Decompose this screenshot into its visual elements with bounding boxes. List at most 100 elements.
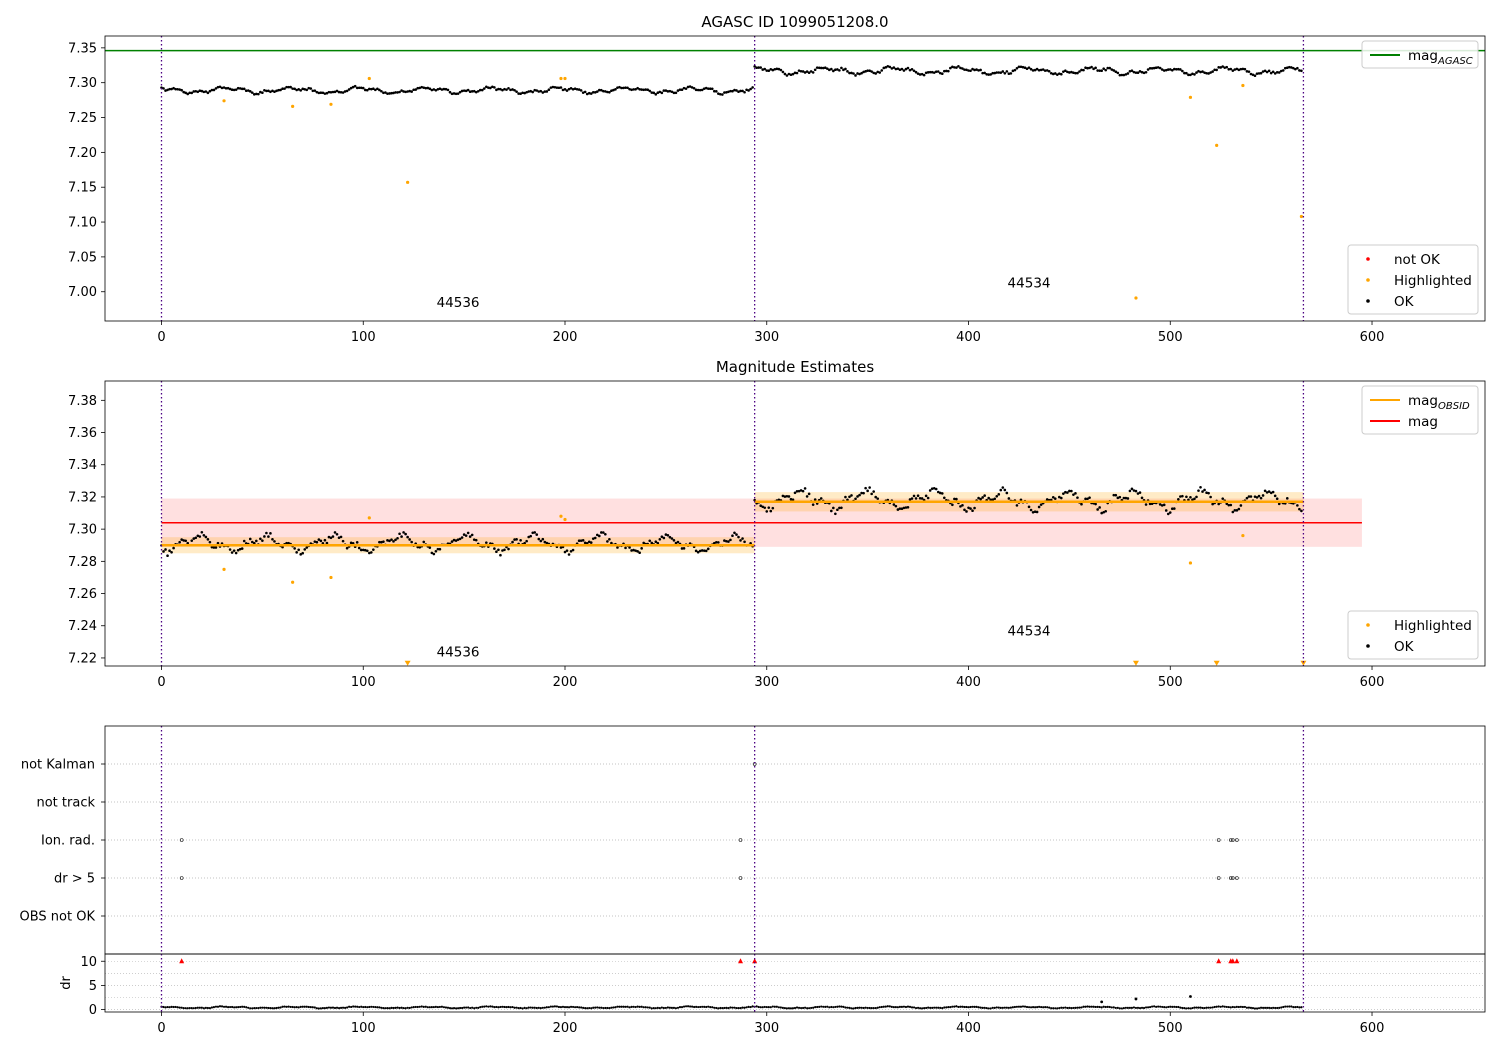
dr-point xyxy=(1088,1005,1091,1008)
x-tick-label: 200 xyxy=(553,330,578,345)
dr-point xyxy=(547,1006,550,1009)
ok-point xyxy=(896,508,900,511)
ok-point xyxy=(1045,69,1049,72)
ok-point xyxy=(519,92,522,95)
dr-point xyxy=(1282,1005,1285,1009)
ok-point xyxy=(1134,489,1138,493)
ok-point xyxy=(1225,65,1229,69)
ok-point xyxy=(416,86,420,90)
ok-point xyxy=(164,548,167,551)
ok-point xyxy=(1235,67,1239,71)
dr-point xyxy=(1140,1006,1144,1009)
ok-point xyxy=(795,71,799,75)
dr-capped-marker xyxy=(1230,958,1236,964)
x-tick-label: 100 xyxy=(351,675,376,690)
ok-point xyxy=(733,531,736,535)
x-tick-label: 500 xyxy=(1158,1021,1183,1036)
highlighted-point xyxy=(367,76,371,81)
dr-point xyxy=(1296,1005,1299,1009)
ok-point xyxy=(648,539,652,543)
ok-point xyxy=(444,87,448,91)
dr-point xyxy=(341,1006,345,1009)
ok-point xyxy=(529,534,533,538)
dr-point xyxy=(967,1006,970,1009)
ok-point xyxy=(228,87,232,91)
ok-point xyxy=(170,550,173,554)
ok-point xyxy=(255,539,258,543)
y-tick-label: 7.38 xyxy=(68,394,97,409)
flag-row-label: Ion. rad. xyxy=(41,834,95,849)
dr-point xyxy=(1013,1005,1017,1009)
ok-point xyxy=(1039,68,1043,72)
ok-point xyxy=(470,533,474,537)
dr-point xyxy=(1098,1005,1101,1009)
dr-point xyxy=(194,1006,197,1010)
ok-point xyxy=(904,506,908,509)
dr-point xyxy=(854,1006,857,1010)
dr-point xyxy=(1249,1006,1253,1009)
dr-point xyxy=(680,1005,684,1009)
ok-point xyxy=(729,89,732,93)
ok-point xyxy=(555,86,559,89)
legend-label: Highlighted xyxy=(1394,618,1472,634)
dr-point xyxy=(840,1005,843,1008)
ok-point xyxy=(1233,68,1237,71)
dr-point xyxy=(360,1005,363,1008)
ok-point xyxy=(509,88,512,92)
dr-point xyxy=(652,1007,655,1010)
ok-point xyxy=(864,70,867,73)
ok-point xyxy=(630,88,633,92)
ok-point xyxy=(840,66,843,70)
ok-point xyxy=(680,547,684,550)
dr-point xyxy=(682,1005,686,1008)
ok-point xyxy=(1037,505,1041,509)
ok-point xyxy=(1098,69,1101,72)
dr-point xyxy=(188,1006,191,1010)
dr-point xyxy=(838,1005,841,1008)
dr-point xyxy=(458,1006,462,1010)
highlighted-point xyxy=(222,567,226,571)
ok-point xyxy=(329,536,333,540)
ok-point xyxy=(1199,70,1202,74)
offscale-marker xyxy=(1300,660,1307,666)
ok-point xyxy=(844,495,847,499)
ok-point xyxy=(1005,70,1009,73)
ok-point xyxy=(390,91,393,95)
ok-point xyxy=(785,494,789,498)
dr-point xyxy=(1023,1005,1027,1008)
ok-point xyxy=(934,487,938,491)
ok-point xyxy=(345,89,349,93)
dr-point xyxy=(438,1005,442,1009)
dr-point xyxy=(1270,1006,1273,1010)
dr-point xyxy=(640,1005,643,1008)
dr-point xyxy=(1231,1005,1234,1009)
ok-point xyxy=(501,88,504,92)
ok-point xyxy=(242,539,246,543)
ok-point xyxy=(914,497,918,500)
ok-point xyxy=(981,496,984,499)
ok-point xyxy=(472,89,476,93)
ok-point xyxy=(341,539,345,543)
ok-point xyxy=(563,88,567,91)
ok-point xyxy=(979,497,982,501)
ok-point xyxy=(694,88,698,92)
ok-point xyxy=(942,69,946,73)
ok-point xyxy=(896,67,900,70)
dr-point xyxy=(1052,1007,1055,1010)
ok-point xyxy=(250,91,254,94)
ok-point xyxy=(682,86,686,90)
ok-point xyxy=(789,497,793,501)
dr-point xyxy=(1187,1007,1190,1010)
ok-point xyxy=(769,68,773,71)
ok-point xyxy=(866,69,869,72)
dr-point xyxy=(473,1007,476,1010)
dr-point xyxy=(644,1006,647,1009)
ok-point xyxy=(1217,502,1220,506)
ok-point xyxy=(372,87,375,91)
ok-point xyxy=(761,505,765,509)
ok-point xyxy=(337,90,341,94)
ok-point xyxy=(721,93,724,96)
dr-point xyxy=(761,1006,764,1009)
ok-point xyxy=(565,89,569,92)
